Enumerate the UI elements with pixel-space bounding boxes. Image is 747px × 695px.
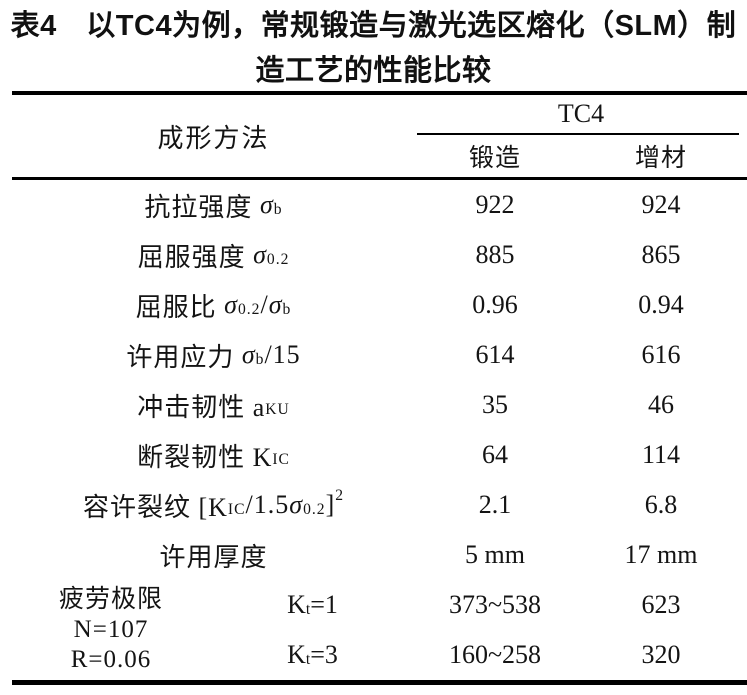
row-label: 许用厚度 [159,542,268,572]
cell-additive: 6.8 [644,490,678,519]
cell-additive: 623 [641,590,681,619]
fatigue-label: 疲劳极限 N=107 R=0.06 [12,585,210,675]
header-method: 成形方法 [157,123,270,153]
table-body: 抗拉强度 σ b 922 924 屈服强度 σ 0.2 885 865 屈服比 σ 0.2/σ b 0… [12,180,747,580]
cell-forging: 0.96 [472,290,518,319]
cell-additive: 114 [641,440,681,469]
table-row: 屈服强度 σ 0.2 885 865 [12,230,747,280]
table-header: 成形方法 TC4 锻造 增材 [12,95,747,177]
cell-additive: 0.94 [638,290,684,319]
cell-forging: 64 [482,440,508,469]
fatigue-label-line: R=0.06 [70,646,152,673]
header-subcolumns: 锻造 增材 [415,135,747,177]
header-additive: 增材 [634,145,687,172]
header-bottom-rule [12,177,747,180]
performance-table: 成形方法 TC4 锻造 增材 抗拉强度 σ b 922 924 屈服强度 σ 0.2 885… [12,91,747,685]
table-caption: 表4 以TC4为例，常规锻造与激光选区熔化（SLM）制 造工艺的性能比较 [0,4,747,94]
cell-additive: 320 [641,640,681,669]
header-group: TC4 锻造 增材 [415,95,747,177]
cell-forging: 614 [475,340,515,369]
table-row: 容许裂纹 [K IC/1.5 σ 0.2] 2 2.1 6.8 [12,480,747,530]
cell-additive: 865 [641,240,681,269]
tc4-spanner-rule [417,133,739,135]
row-label: 冲击韧性 a KU [137,392,290,422]
row-label: 许用应力 σ b/15 [126,340,301,372]
cell-forging: 922 [475,190,515,219]
cell-forging: 373~538 [448,590,542,619]
table-row: 抗拉强度 σ b 922 924 [12,180,747,230]
cell-additive: 616 [641,340,681,369]
cell-forging: 160~258 [448,640,542,669]
table-row: 断裂韧性 K IC 64 114 [12,430,747,480]
cell-additive: 17 mm [624,540,698,569]
cell-additive: 46 [648,390,674,419]
header-tc4: TC4 [557,99,605,128]
header-forging: 锻造 [468,145,521,172]
row-label: 屈服强度 σ 0.2 [137,240,290,272]
table-top-rule [12,91,747,95]
table-row: 许用厚度 5 mm 17 mm [12,530,747,580]
fatigue-label-line: N=107 [73,616,149,643]
cell-forging: 2.1 [478,490,512,519]
row-label: 屈服比 σ 0.2/σ b [135,290,292,322]
caption-line-1: 表4 以TC4为例，常规锻造与激光选区熔化（SLM）制 [10,10,737,42]
cell-additive: 924 [641,190,681,219]
cell-forging: 5 mm [465,540,525,569]
table-row: 许用应力 σ b/15 614 616 [12,330,747,380]
table-row: 冲击韧性 a KU 35 46 [12,380,747,430]
row-label: 容许裂纹 [K IC/1.5 σ 0.2] 2 [82,486,345,522]
cell-forging: 885 [475,240,515,269]
table-row: 屈服比 σ 0.2/σ b 0.96 0.94 [12,280,747,330]
table-bottom-rule [12,680,747,685]
row-label: 断裂韧性 K IC [137,442,290,472]
cell-forging: 35 [482,390,508,419]
fatigue-label-line: 疲劳极限 [58,586,163,613]
caption-line-2: 造工艺的性能比较 [255,55,492,87]
